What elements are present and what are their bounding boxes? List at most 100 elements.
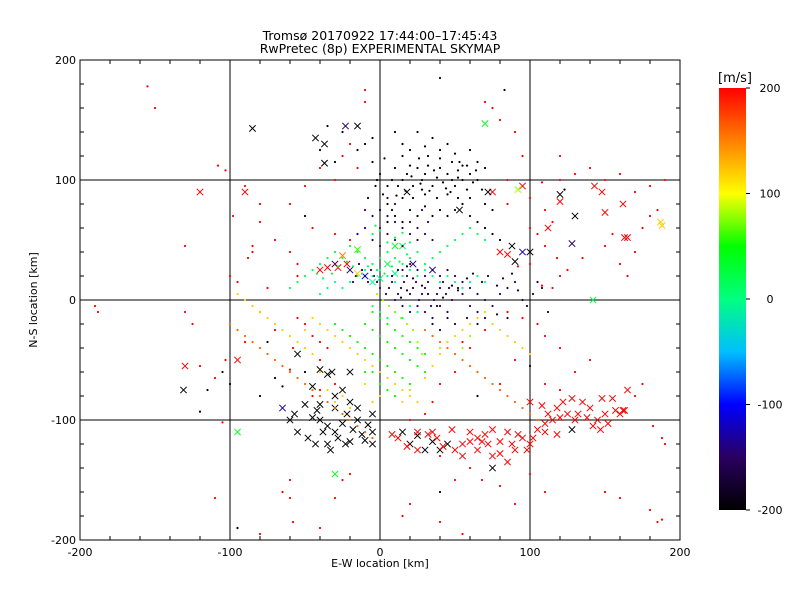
data-point-dot [506,286,509,290]
data-point-dot [401,304,404,308]
data-point-dot [246,256,250,260]
data-point-dot [408,232,412,236]
data-point-dot [390,274,394,278]
data-point-x [241,188,249,196]
data-point-dot [360,272,364,275]
data-point-dot [386,184,389,188]
data-point-dot [498,382,502,386]
data-point-dot [393,370,397,374]
data-point-dot [243,334,247,338]
data-point-dot [371,136,374,140]
data-point-dot [408,394,412,398]
data-point-dot [408,382,412,386]
data-point-x [313,406,321,414]
data-point-dot [378,286,382,290]
data-point-dot [417,157,421,160]
data-point-dot [581,256,584,260]
data-point-x [413,446,422,454]
data-point-x [388,430,396,438]
data-point-dot [273,322,277,326]
data-point-dot [348,142,352,146]
data-point-dot [453,152,457,155]
data-point-dot [348,334,352,338]
data-point-dot [386,241,389,244]
data-point-dot [483,202,487,206]
data-point-x [578,398,587,406]
data-point-dot [438,382,442,386]
data-point-x [556,414,564,422]
data-point-dot [363,274,367,278]
data-point-dot [228,382,232,386]
data-point-x [413,428,422,436]
data-point-dot [291,346,295,350]
data-point-x [608,394,617,402]
data-point-dot [381,193,385,196]
data-point-x [391,242,399,250]
data-point-dot [258,346,262,350]
data-point-x [323,370,332,378]
data-point-dot [405,265,409,268]
data-point-dot [213,376,217,380]
data-point-dot [426,292,430,296]
data-point-x [403,442,411,450]
data-point-dot [363,370,367,374]
data-point-dot [348,244,352,248]
data-point-x [233,356,242,364]
data-point-dot [318,262,322,266]
data-point-dot [438,454,442,458]
data-point-dot [243,340,247,344]
data-point-x [311,134,320,142]
data-point-dot [633,250,637,254]
data-point-dot [341,286,344,290]
data-point-dot [224,358,227,362]
data-point-dot [369,268,373,272]
data-point-dot [423,262,427,266]
data-point-dot [408,502,412,506]
data-point-dot [491,382,494,386]
data-point-dot [410,175,413,178]
data-point-x [553,404,561,412]
data-point-dot [491,304,494,308]
data-point-dot [618,496,622,500]
data-point-dot [405,253,409,256]
data-point-x [496,438,504,446]
data-point-x [323,264,332,272]
data-point-dot [420,352,424,356]
data-point-dot [408,310,412,314]
data-point-x [179,386,188,394]
data-point-dot [303,382,307,386]
data-point-x [473,446,482,454]
data-point-x [293,428,302,436]
data-point-dot [378,208,382,212]
data-point-dot [435,304,439,308]
data-point-dot [363,358,367,362]
data-point-dot [356,232,359,236]
data-point-dot [378,244,382,248]
data-point-dot [351,280,355,284]
data-point-dot [414,280,418,284]
data-point-dot [398,260,401,263]
data-point-x [544,224,552,232]
data-point-dot [588,166,592,170]
data-point-dot [476,370,479,374]
data-point-dot [357,262,361,266]
data-point-dot [651,424,655,428]
data-point-dot [146,85,149,88]
data-point-dot [498,388,502,392]
data-point-dot [453,280,457,284]
data-point-x [514,430,522,438]
data-point-dot [417,298,421,302]
colorbar-ticks: -200 -100 0 100 200 [746,82,782,517]
data-point-dot [236,292,239,296]
data-point-dot [471,181,475,184]
data-point-dot [444,187,448,190]
data-point-x [574,410,582,418]
data-point-dot [603,490,607,494]
data-point-dot [236,280,239,284]
data-point-dot [311,268,314,272]
x-tick-label: -200 [68,546,93,559]
data-point-dot [438,340,442,344]
data-point-dot [426,154,430,158]
data-point-dot [231,214,235,218]
data-point-dot [341,478,344,482]
